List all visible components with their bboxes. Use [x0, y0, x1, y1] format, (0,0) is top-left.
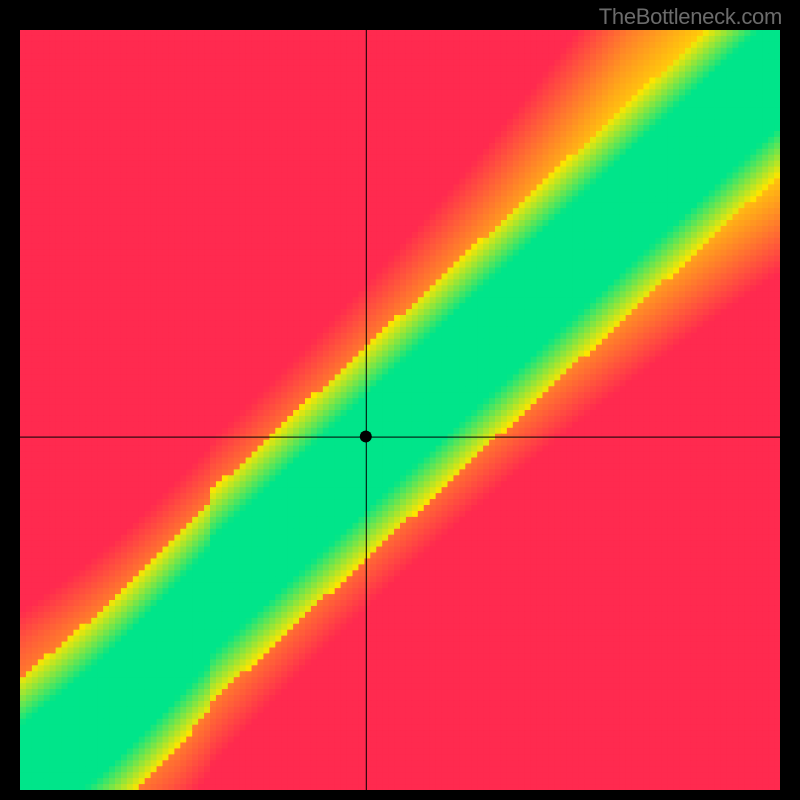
- heatmap-canvas: [20, 30, 780, 790]
- chart-container: TheBottleneck.com: [0, 0, 800, 800]
- watermark-text: TheBottleneck.com: [599, 4, 782, 30]
